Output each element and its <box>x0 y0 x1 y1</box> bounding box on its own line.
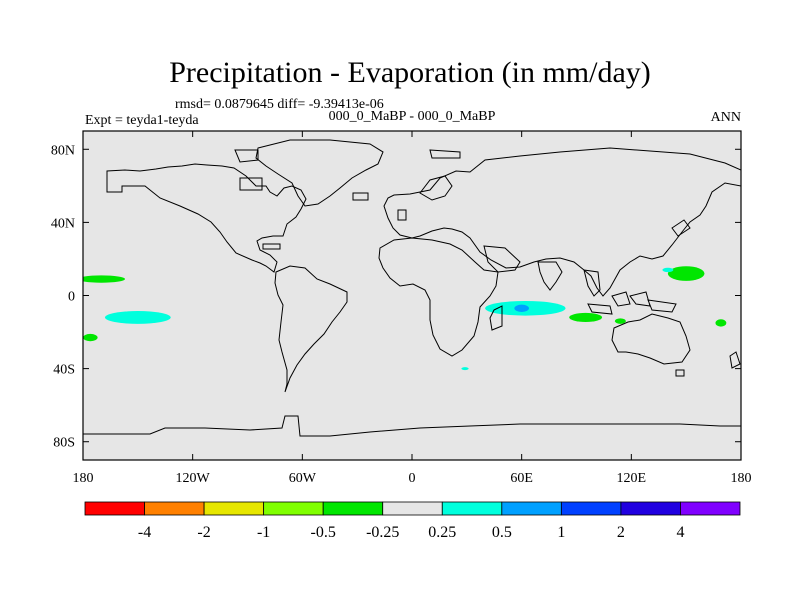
x-tick-label: 120W <box>176 471 211 486</box>
x-tick-label: 0 <box>409 471 416 486</box>
y-tick-label: 80S <box>53 436 75 451</box>
experiment-label: Expt = teyda1-teyda <box>85 113 199 128</box>
y-tick-label: 80N <box>51 143 75 158</box>
colorbar-label: 1 <box>557 524 565 541</box>
anomaly-patch-south-pacific-east <box>715 319 727 327</box>
colorbar-swatch <box>620 501 681 516</box>
colorbar-swatch <box>441 501 503 516</box>
y-axis: 80N 40N 0 40S 80S <box>51 143 741 451</box>
x-tick-label: 60E <box>510 471 533 486</box>
coastline-north-america <box>106 163 307 273</box>
coastline-india <box>537 261 563 291</box>
coastline-south-america <box>274 265 348 393</box>
anomaly-patch-east-indonesia <box>614 318 626 324</box>
anomaly-patch-south-pacific-west <box>83 333 98 342</box>
coastline-british-isles <box>397 209 407 221</box>
anomaly-layer <box>83 266 727 371</box>
colorbar-swatch <box>382 501 443 516</box>
y-tick-label: 40S <box>53 363 75 378</box>
stats-line: rmsd= 0.0879645 diff= -9.39413e-06 <box>175 97 384 112</box>
coastline-se-asia <box>583 269 677 315</box>
x-tick-label: 60W <box>289 471 317 486</box>
anomaly-patch-maritime-continent <box>569 312 603 323</box>
coastline-greenland <box>255 139 384 207</box>
coastline-layer <box>83 139 741 437</box>
coastline-antarctica <box>83 415 741 437</box>
colorbar-swatch <box>680 501 741 516</box>
colorbar-label: 0.25 <box>428 524 456 541</box>
coastline-japan <box>671 219 691 237</box>
y-tick-label: 40N <box>51 216 75 231</box>
map-background <box>83 131 741 460</box>
coastline-africa <box>378 237 499 357</box>
anomaly-patch-southern-ocean-south-africa <box>461 367 469 371</box>
colorbar-label: 0.5 <box>492 524 512 541</box>
colorbar-label: -0.25 <box>366 524 399 541</box>
x-tick-label: 180 <box>731 471 752 486</box>
colorbar-label: -2 <box>197 524 210 541</box>
colorbar: -4 -2 -1 -0.5 -0.25 0.25 0.5 1 2 4 <box>84 501 741 541</box>
anomaly-patch-tropical-pacific-south <box>104 311 171 324</box>
season-label: ANN <box>711 110 741 125</box>
colorbar-label: -0.5 <box>311 524 336 541</box>
x-tick-label: 180 <box>73 471 94 486</box>
y-tick-label: 0 <box>68 290 75 305</box>
coastline-eurasia <box>383 147 741 297</box>
coastline-cuba <box>262 243 281 250</box>
anomaly-patch-indian-ocean-core <box>514 304 529 312</box>
x-tick-label: 120E <box>617 471 647 486</box>
colorbar-swatch <box>203 501 265 516</box>
colorbar-label: 4 <box>676 524 684 541</box>
colorbar-swatch <box>560 501 622 516</box>
coastline-new-zealand <box>675 351 741 377</box>
anomaly-patch-west-pacific-small <box>662 267 674 273</box>
x-axis: 180 120W 60W 0 60E 120E 180 <box>73 131 752 486</box>
colorbar-label: 2 <box>617 524 625 541</box>
coastline-arabia <box>483 245 521 273</box>
colorbar-label: -1 <box>257 524 270 541</box>
coastline-arctic-islands <box>234 149 461 191</box>
case-label: 000_0_MaBP - 000_0_MaBP <box>329 109 496 124</box>
colorbar-swatch <box>322 501 384 516</box>
anomaly-patch-west-pacific-north <box>667 266 705 281</box>
chart-title: Precipitation - Evaporation (in mm/day) <box>169 56 651 89</box>
coastline-iceland <box>352 192 369 201</box>
anomaly-patch-tropical-pacific-north <box>83 275 126 283</box>
coastline-scandinavia <box>419 175 453 201</box>
colorbar-swatch <box>84 501 145 516</box>
coastline-australia <box>611 313 691 365</box>
colorbar-swatch <box>144 501 205 516</box>
colorbar-swatch <box>501 501 562 516</box>
colorbar-swatch <box>263 501 324 516</box>
colorbar-label: -4 <box>138 524 151 541</box>
coastline-madagascar <box>489 305 503 331</box>
